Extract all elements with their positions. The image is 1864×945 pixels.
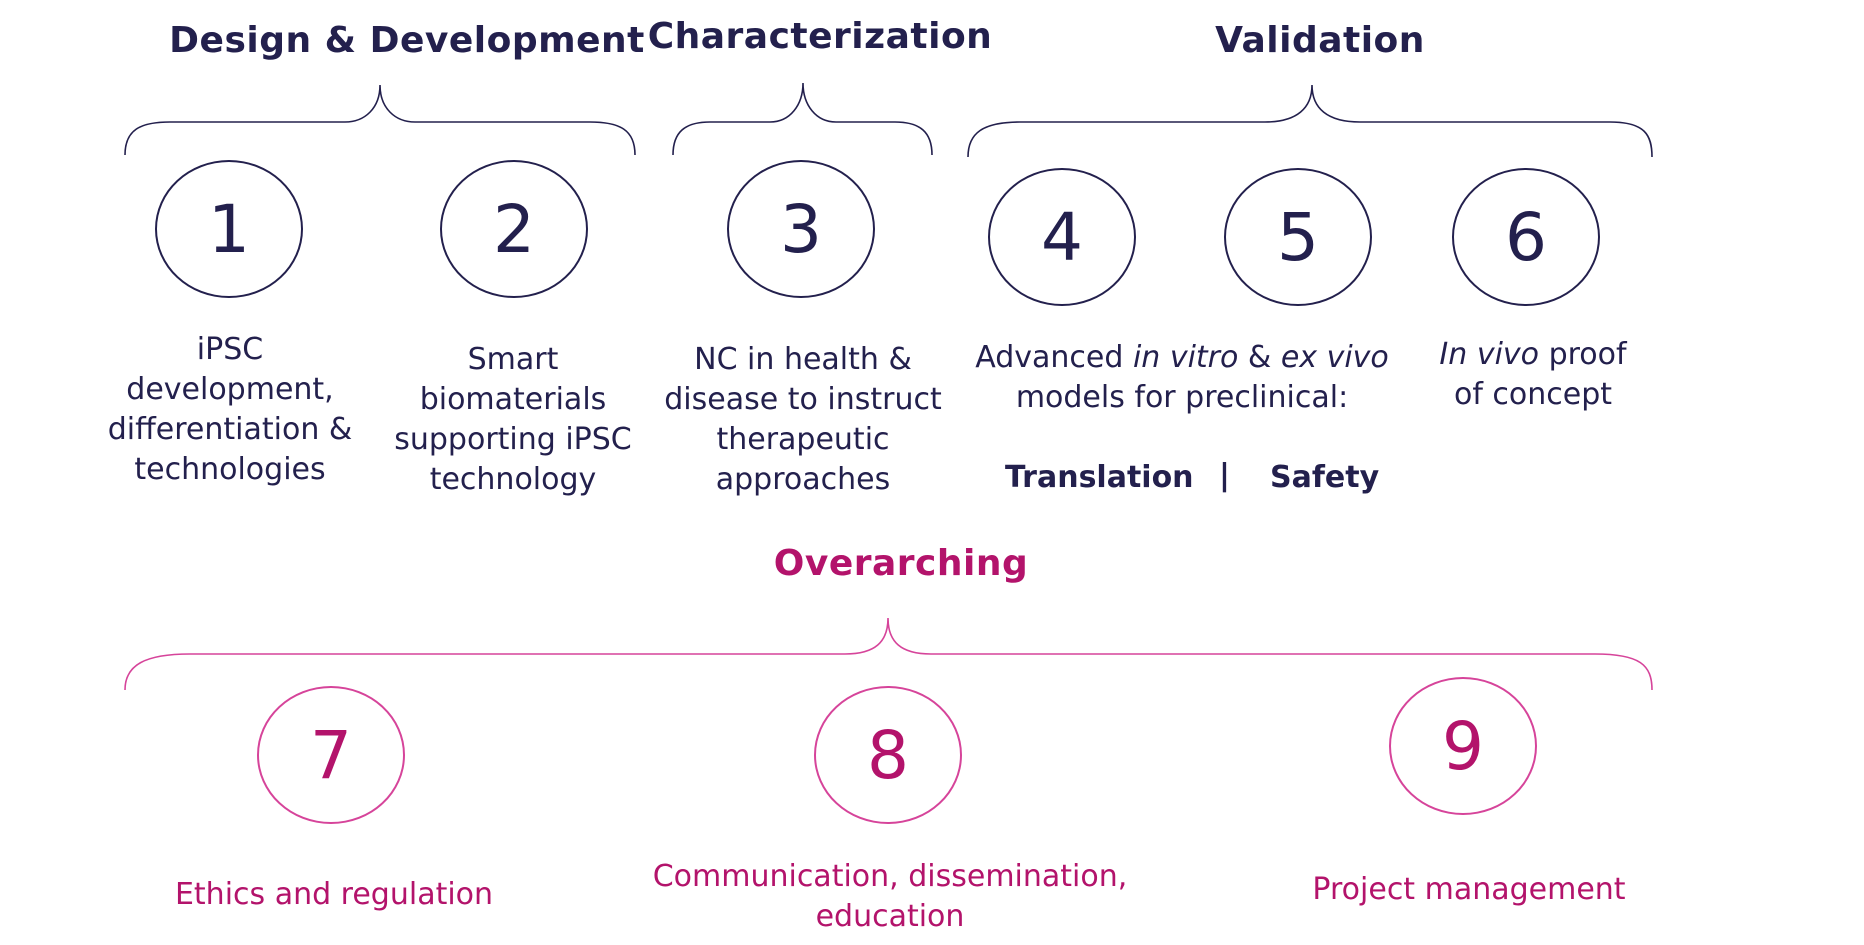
step-label-3: NC in health & disease to instruct thera… [664,340,941,500]
label-line: education [815,899,965,934]
step-number: 9 [1442,707,1484,785]
step-number: 7 [310,716,352,794]
label-line: Ethics and regulation [174,877,494,912]
safety-label: Safety [1270,460,1380,495]
step-circle-6: 6 [1452,168,1600,306]
separator-label: | [1219,458,1230,493]
step-circle-5: 5 [1224,168,1372,306]
brace-design [124,84,636,156]
step-circle-1: 1 [155,160,303,298]
label-line: technology [429,462,597,497]
step-number: 5 [1277,198,1319,276]
group-heading-design: Design & Development [169,20,645,61]
label-italic: in vitro [1132,340,1239,375]
group-heading-overarching: Overarching [773,543,1029,584]
label-line: iPSC [196,332,264,367]
step-circle-8: 8 [814,686,962,824]
translation-label: Translation [1005,460,1194,495]
label-line: differentiation & [107,412,353,447]
label-line: In vivo proof [1439,335,1626,375]
brace-overarching [124,617,1653,691]
label-line: Project management [1312,872,1626,907]
step-circle-3: 3 [727,160,875,298]
group-heading-characterization: Characterization [647,16,993,57]
step-number: 6 [1505,198,1547,276]
label-line: therapeutic [716,422,890,457]
label-text: proof [1539,337,1627,372]
step-label-7: Ethics and regulation [175,875,493,915]
step-number: 2 [493,190,535,268]
label-line: supporting iPSC [394,422,632,457]
step-label-1: iPSC development, differentiation & tech… [108,330,353,490]
label-text: & [1238,340,1281,375]
label-italic: ex vivo [1280,340,1389,375]
label-line: NC in health & [694,342,912,377]
step-number: 4 [1041,198,1083,276]
step-circle-4: 4 [988,168,1136,306]
step-number: 1 [208,190,250,268]
label-line: Communication, dissemination, [652,859,1128,894]
label-line: development, [126,372,334,407]
label-line: models for preclinical: [1015,380,1349,415]
step-circle-2: 2 [440,160,588,298]
brace-characterization [672,82,933,156]
label-line: Smart [467,342,559,377]
step-label-8: Communication, dissemination, education [653,857,1128,937]
step-label-2: Smart biomaterials supporting iPSC techn… [394,340,632,500]
step-circle-9: 9 [1389,677,1537,815]
label-line: approaches [715,462,891,497]
step-label-6: In vivo proof of concept [1439,335,1626,415]
step-number: 8 [867,716,909,794]
label-line: technologies [134,452,326,487]
label-line: disease to instruct [664,382,942,417]
label-line: biomaterials [419,382,607,417]
group-heading-validation: Validation [1215,20,1425,61]
label-line: Advanced in vitro & ex vivo [975,338,1389,378]
step-label-advanced-models: Advanced in vitro & ex vivo models for p… [975,338,1389,418]
brace-validation [967,84,1653,158]
label-line: of concept [1453,377,1613,412]
label-text: Advanced [975,340,1133,375]
label-italic: In vivo [1439,337,1540,372]
step-number: 3 [780,190,822,268]
step-circle-7: 7 [257,686,405,824]
step-label-9: Project management [1312,870,1625,910]
